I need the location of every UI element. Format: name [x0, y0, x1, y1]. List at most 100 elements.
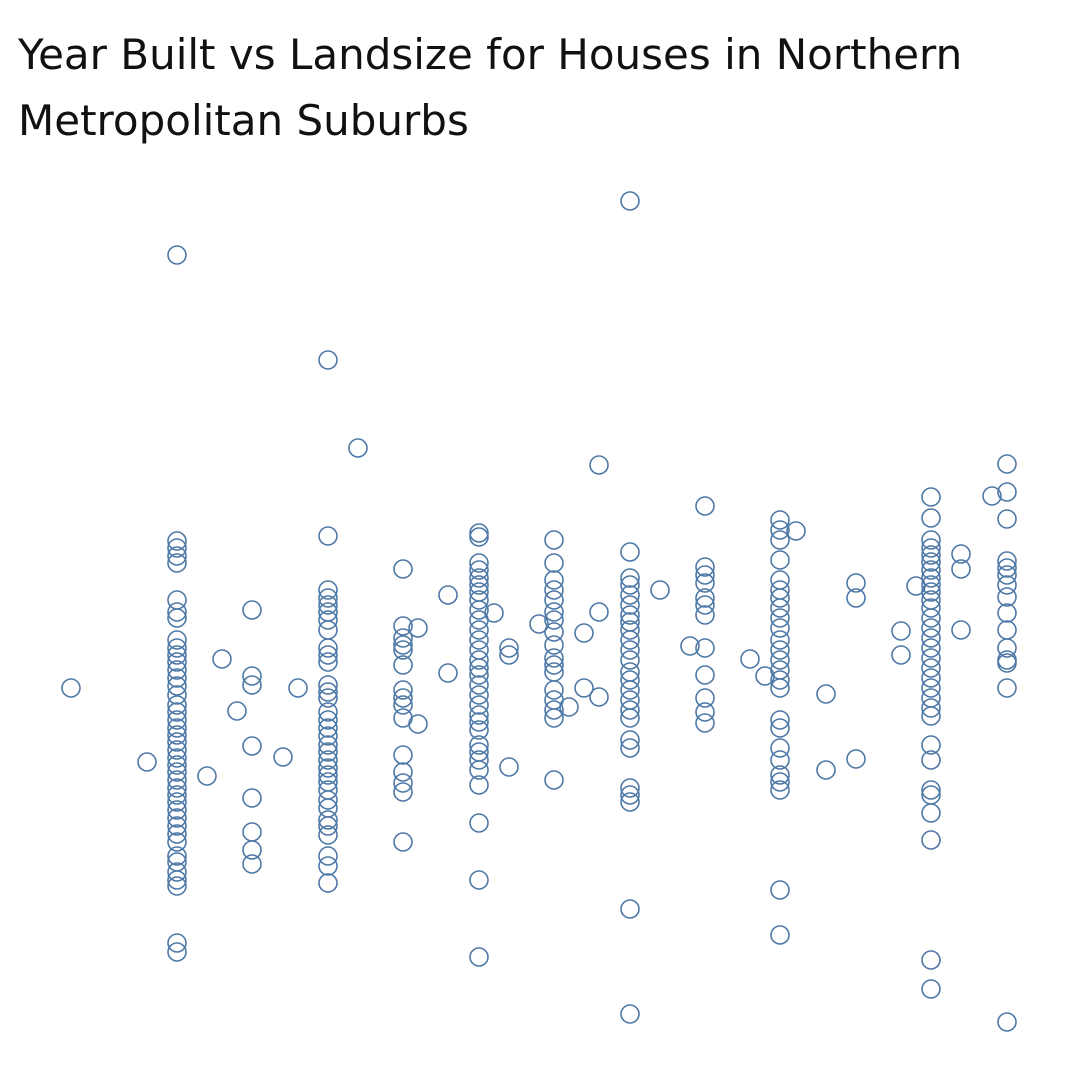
point: [921, 688, 941, 708]
point: [544, 610, 564, 630]
point: [167, 668, 187, 688]
point: [816, 760, 836, 780]
point: [197, 766, 217, 786]
point: [650, 580, 670, 600]
point: [318, 682, 338, 702]
point: [393, 616, 413, 636]
point: [242, 666, 262, 686]
point: [755, 666, 775, 686]
point: [846, 573, 866, 593]
point: [620, 899, 640, 919]
point: [167, 785, 187, 805]
point: [167, 876, 187, 896]
point: [393, 832, 413, 852]
point: [318, 610, 338, 630]
point: [544, 655, 564, 675]
point: [770, 550, 790, 570]
point: [167, 531, 187, 551]
point: [318, 350, 338, 370]
point: [695, 588, 715, 608]
point: [469, 675, 489, 695]
point: [167, 702, 187, 722]
point: [499, 757, 519, 777]
point: [469, 527, 489, 547]
point: [770, 580, 790, 600]
point: [318, 675, 338, 695]
point: [393, 628, 413, 648]
point: [393, 635, 413, 655]
point: [997, 638, 1017, 658]
point: [770, 765, 790, 785]
point: [318, 652, 338, 672]
point: [167, 710, 187, 730]
point: [695, 557, 715, 577]
point: [318, 765, 338, 785]
point: [544, 648, 564, 668]
point: [318, 688, 338, 708]
point: [469, 523, 489, 543]
point: [921, 545, 941, 565]
point: [318, 758, 338, 778]
point: [740, 649, 760, 669]
point: [680, 636, 700, 656]
point: [393, 640, 413, 660]
point: [167, 695, 187, 715]
point: [227, 701, 247, 721]
point: [951, 620, 971, 640]
point: [167, 800, 187, 820]
point: [469, 712, 489, 732]
point: [348, 438, 368, 458]
point: [318, 638, 338, 658]
point: [167, 762, 187, 782]
point: [997, 482, 1017, 502]
point: [695, 565, 715, 585]
point: [167, 808, 187, 828]
point: [620, 1004, 640, 1024]
point: [620, 630, 640, 650]
point: [921, 658, 941, 678]
point: [921, 668, 941, 688]
point: [167, 792, 187, 812]
point: [921, 552, 941, 572]
point: [242, 736, 262, 756]
point: [137, 752, 157, 772]
point: [620, 778, 640, 798]
point: [620, 640, 640, 660]
point: [951, 544, 971, 564]
point: [695, 605, 715, 625]
point: [770, 608, 790, 628]
point: [318, 735, 338, 755]
point: [951, 559, 971, 579]
point: [921, 950, 941, 970]
point: [544, 700, 564, 720]
point: [167, 933, 187, 953]
point: [393, 782, 413, 802]
point: [921, 750, 941, 770]
point: [469, 620, 489, 640]
point: [620, 620, 640, 640]
point: [620, 738, 640, 758]
point: [167, 608, 187, 628]
point: [167, 638, 187, 658]
point: [393, 655, 413, 675]
point: [695, 702, 715, 722]
point: [921, 608, 941, 628]
point: [469, 705, 489, 725]
point: [770, 650, 790, 670]
point: [997, 509, 1017, 529]
point: [620, 575, 640, 595]
point: [770, 718, 790, 738]
point: [544, 553, 564, 573]
point: [167, 725, 187, 745]
point: [997, 1012, 1017, 1032]
point: [469, 685, 489, 705]
point: [318, 810, 338, 830]
point: [770, 510, 790, 530]
point: [770, 598, 790, 618]
point: [167, 832, 187, 852]
point: [393, 688, 413, 708]
point: [318, 645, 338, 665]
point: [695, 665, 715, 685]
point: [921, 598, 941, 618]
point: [167, 685, 187, 705]
